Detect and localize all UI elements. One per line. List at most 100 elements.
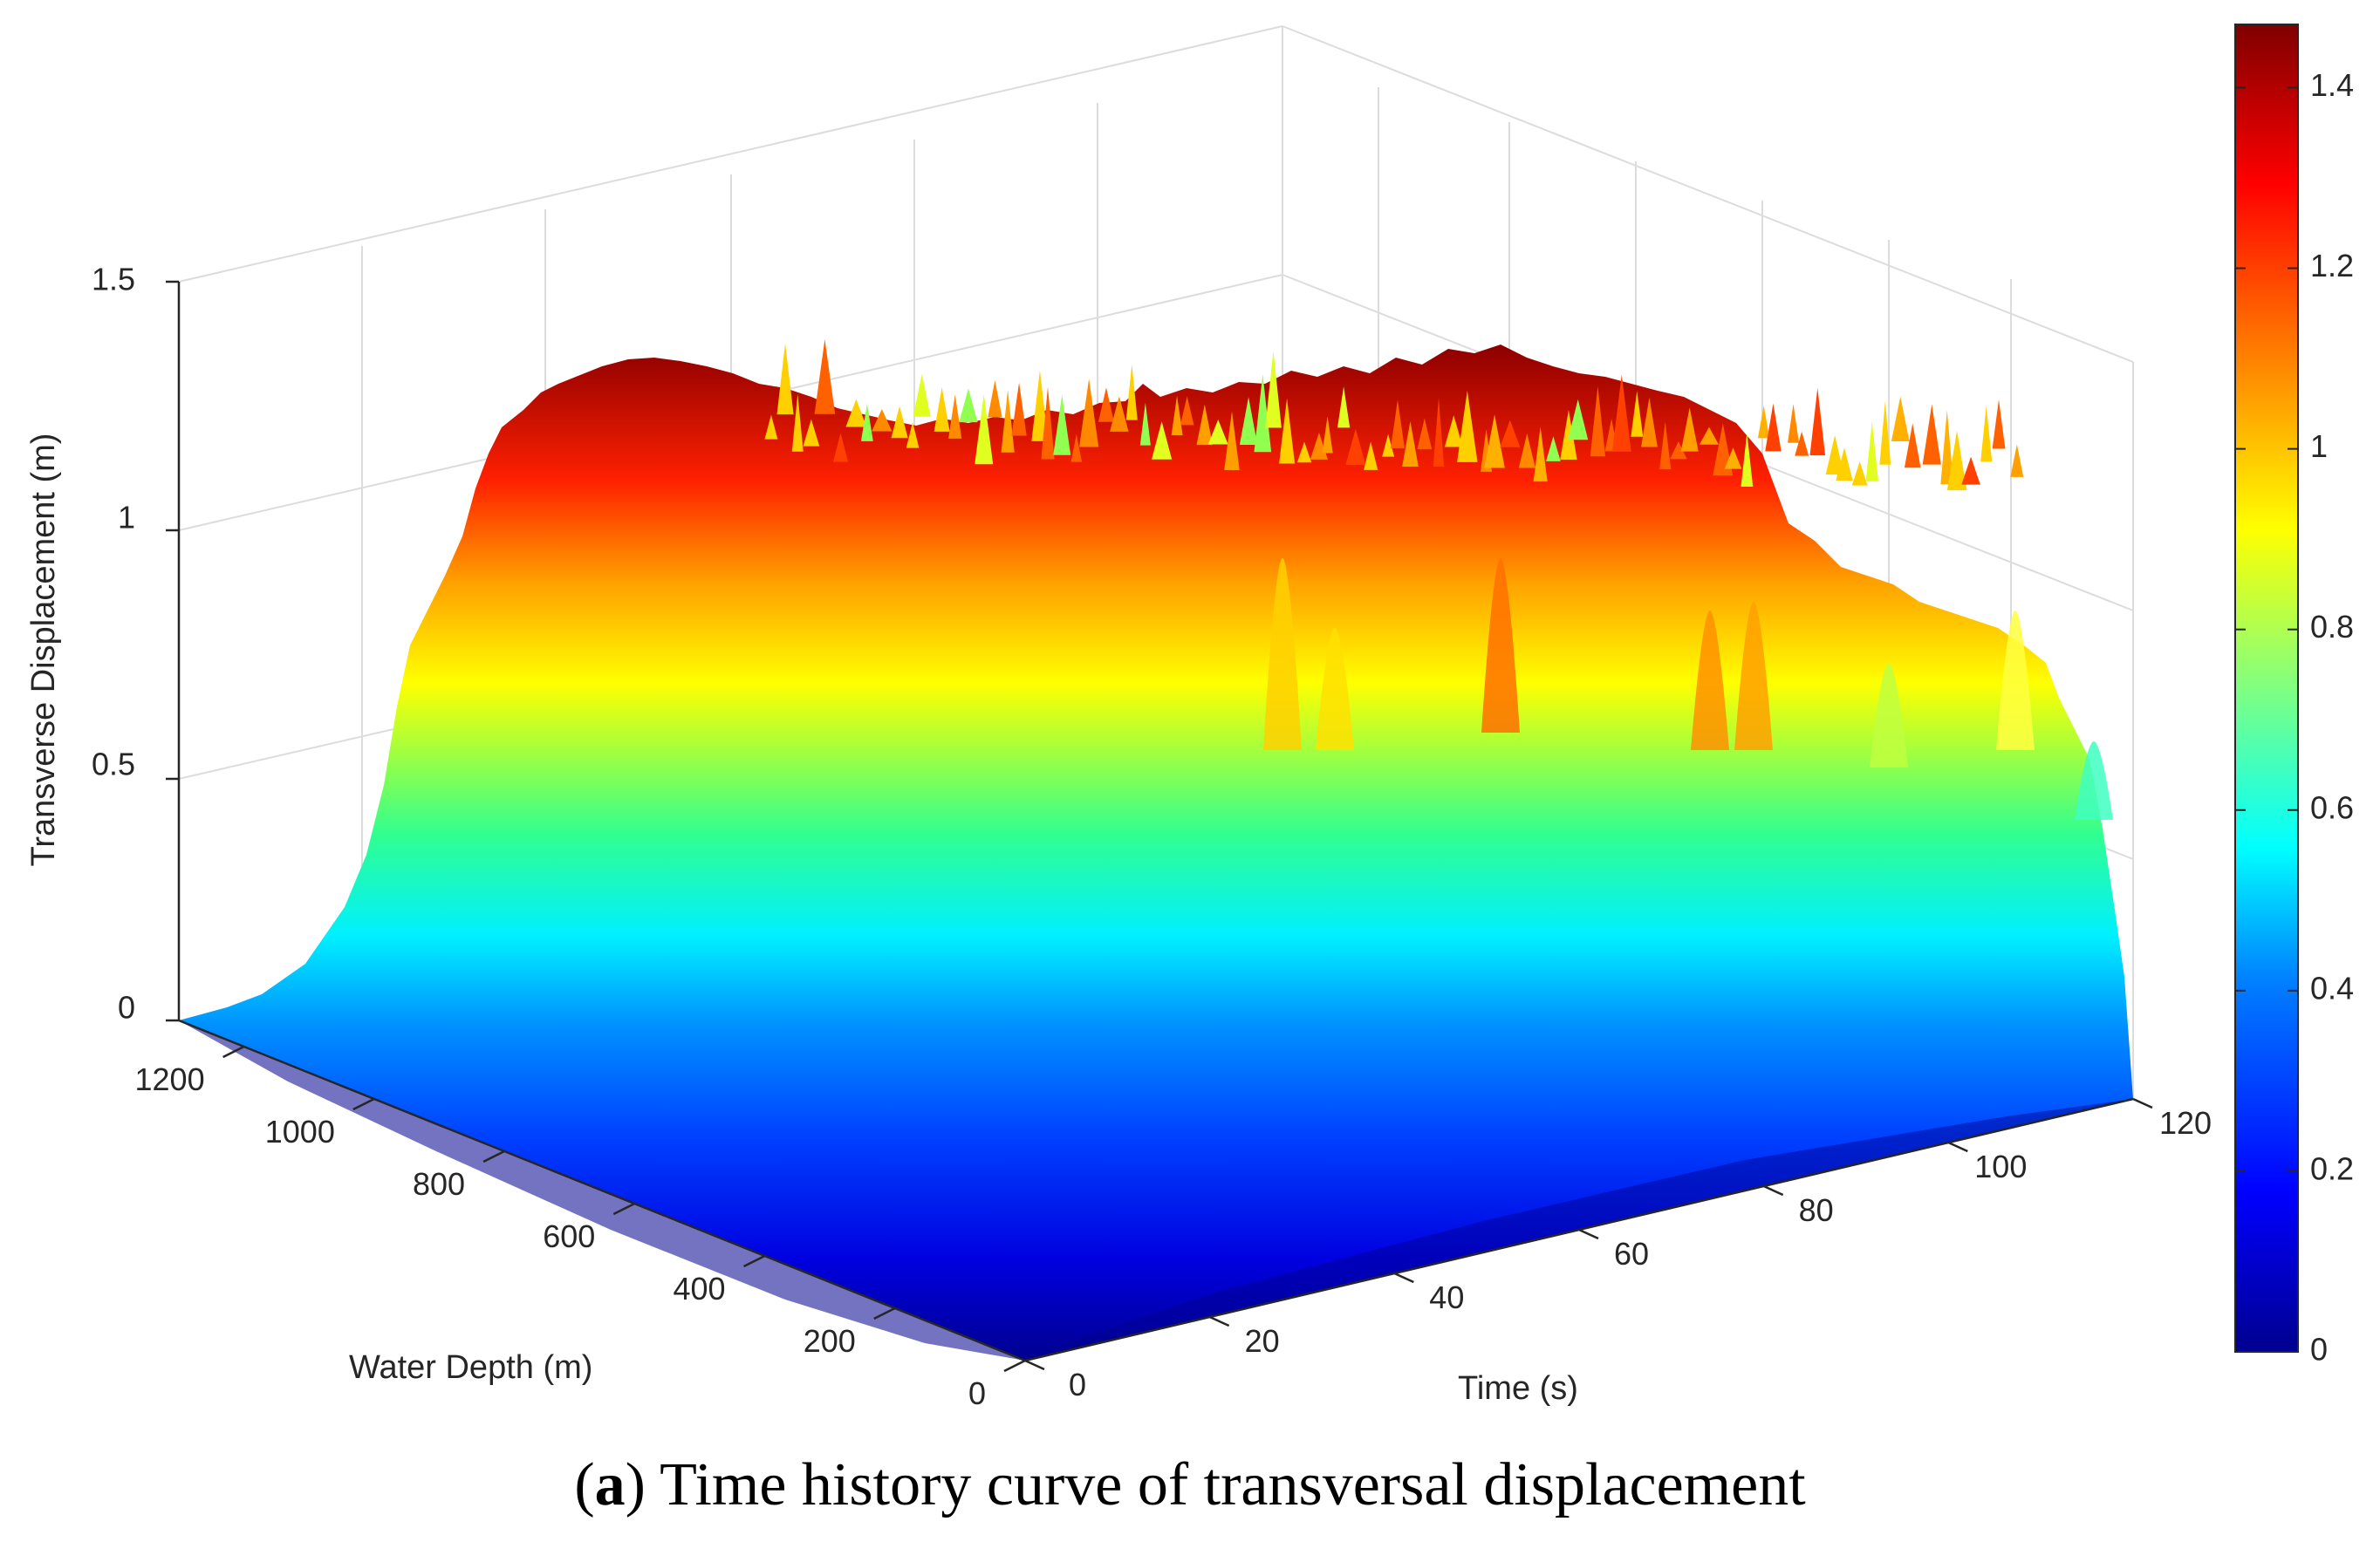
surface-spike <box>1961 456 1980 485</box>
surface-peak <box>1481 558 1520 733</box>
y-tick-marks <box>222 1045 1026 1373</box>
colorbar-tick-label: 0.2 <box>2310 1150 2354 1186</box>
surface-spike <box>1879 400 1891 465</box>
surface-spike <box>1110 396 1129 432</box>
surface-spike <box>1560 410 1577 460</box>
surface-spike <box>1402 421 1419 467</box>
y-tick-label: 1000 <box>265 1114 335 1150</box>
colorbar-tick-label: 0.6 <box>2310 789 2354 825</box>
surface-body <box>179 345 2133 1361</box>
surface-spike <box>1391 399 1405 449</box>
surface-spikes <box>764 339 2113 820</box>
surface-spike <box>776 343 794 415</box>
x-tick-label: 80 <box>1799 1192 1834 1228</box>
colorbar-tick-label: 1 <box>2310 428 2328 464</box>
surface-spike <box>1680 407 1699 452</box>
surface-spike <box>1279 398 1296 464</box>
surface-peak <box>1734 602 1773 750</box>
z-axis <box>166 280 181 1022</box>
surface-spike <box>1296 441 1312 463</box>
colorbar-tick-label: 1.2 <box>2310 248 2354 283</box>
surface-spike <box>1322 416 1333 454</box>
surface-spike <box>872 408 892 432</box>
surface-peak <box>1316 628 1354 750</box>
surface-spike <box>814 339 836 414</box>
surface-spike <box>1922 404 1941 465</box>
y-tick <box>873 1307 896 1320</box>
y-tick-label: 0 <box>968 1375 986 1411</box>
surface-spike <box>1444 415 1463 447</box>
surface-spike <box>1070 433 1083 462</box>
surface-peak <box>1263 558 1302 750</box>
x-tick-marks <box>1024 1097 2153 1371</box>
y-tick <box>482 1150 505 1163</box>
z-tick-label: 1.5 <box>92 262 135 297</box>
surface-spike <box>1533 426 1548 482</box>
surface-spike <box>1337 386 1351 428</box>
surface-spike <box>1568 399 1589 440</box>
surface-spike <box>1031 370 1049 441</box>
x-tick <box>1763 1184 1784 1197</box>
surface-spike <box>1788 404 1800 443</box>
x-tick-label: 0 <box>1069 1367 1086 1402</box>
surface-spike <box>1659 421 1672 470</box>
x-tick-label: 120 <box>2159 1105 2212 1141</box>
y-tick-label: 1200 <box>135 1061 205 1097</box>
surface-spike <box>1053 394 1071 455</box>
x-tick-label: 20 <box>1245 1323 1280 1359</box>
surface-spike <box>1254 373 1272 453</box>
colorbar-tick-label: 0 <box>2310 1332 2328 1368</box>
surface-spike <box>1364 441 1378 470</box>
colorbar-tick-label: 0.4 <box>2310 970 2354 1006</box>
surface-plot <box>179 345 2133 1361</box>
surface-spike <box>1724 447 1742 469</box>
surface-spike <box>1590 386 1606 457</box>
surface-spike <box>1641 398 1658 447</box>
y-tick <box>742 1254 766 1268</box>
surface-spike <box>1765 403 1782 452</box>
surface-spike <box>1891 396 1910 442</box>
surface-spike <box>1484 414 1505 468</box>
caption-text: Time history curve of transversal displa… <box>646 1451 1806 1518</box>
surface-peak <box>1870 663 1908 768</box>
x-axis: 0 20 40 60 80 100 120 Time (s) <box>1024 1097 2212 1407</box>
surface-spike <box>1239 397 1258 446</box>
surface-spike <box>1992 399 2006 449</box>
surface-spike <box>1611 374 1631 452</box>
surface-spike <box>1125 364 1138 420</box>
surface-peak <box>1996 611 2035 750</box>
surface-spike <box>1207 420 1228 445</box>
surface-spike <box>1699 426 1720 445</box>
surface-spike <box>975 394 994 465</box>
z-axis-ticks: 1.5 1 0.5 0 <box>92 262 135 1026</box>
y-axis-label: Water Depth (m) <box>349 1349 592 1386</box>
y-tick-label: 200 <box>804 1323 856 1359</box>
x-axis-label: Time (s) <box>1458 1370 1578 1407</box>
surface-spike <box>948 394 962 439</box>
x-tick-label: 40 <box>1429 1279 1464 1315</box>
colorbar-tick-label: 0.8 <box>2310 609 2354 645</box>
surface-spike <box>1946 430 1967 491</box>
surface-spike <box>1546 436 1561 461</box>
surface-spike <box>1433 397 1445 467</box>
surface-spike <box>803 419 820 447</box>
y-tick-label: 800 <box>413 1166 465 1202</box>
colorbar-gradient <box>2234 24 2299 1353</box>
surface-spike <box>1265 351 1282 428</box>
surface-spike <box>1825 435 1844 475</box>
surface-spike <box>1382 433 1395 457</box>
surface-spike <box>2010 444 2024 477</box>
y-tick-label: 600 <box>543 1218 595 1254</box>
surface-spike <box>1670 441 1687 460</box>
surface-spike <box>1631 391 1644 437</box>
surface-spike <box>1757 406 1770 439</box>
surface-spike <box>1809 387 1826 456</box>
surface-spike <box>988 379 1002 418</box>
surface-spike <box>934 387 950 432</box>
figure-caption: (a) Time history curve of transversal di… <box>574 1451 1806 1518</box>
x-tick <box>1578 1228 1599 1240</box>
y-tick-label: 400 <box>673 1271 725 1307</box>
surface-spike <box>1904 423 1921 468</box>
y-tick <box>222 1045 245 1059</box>
